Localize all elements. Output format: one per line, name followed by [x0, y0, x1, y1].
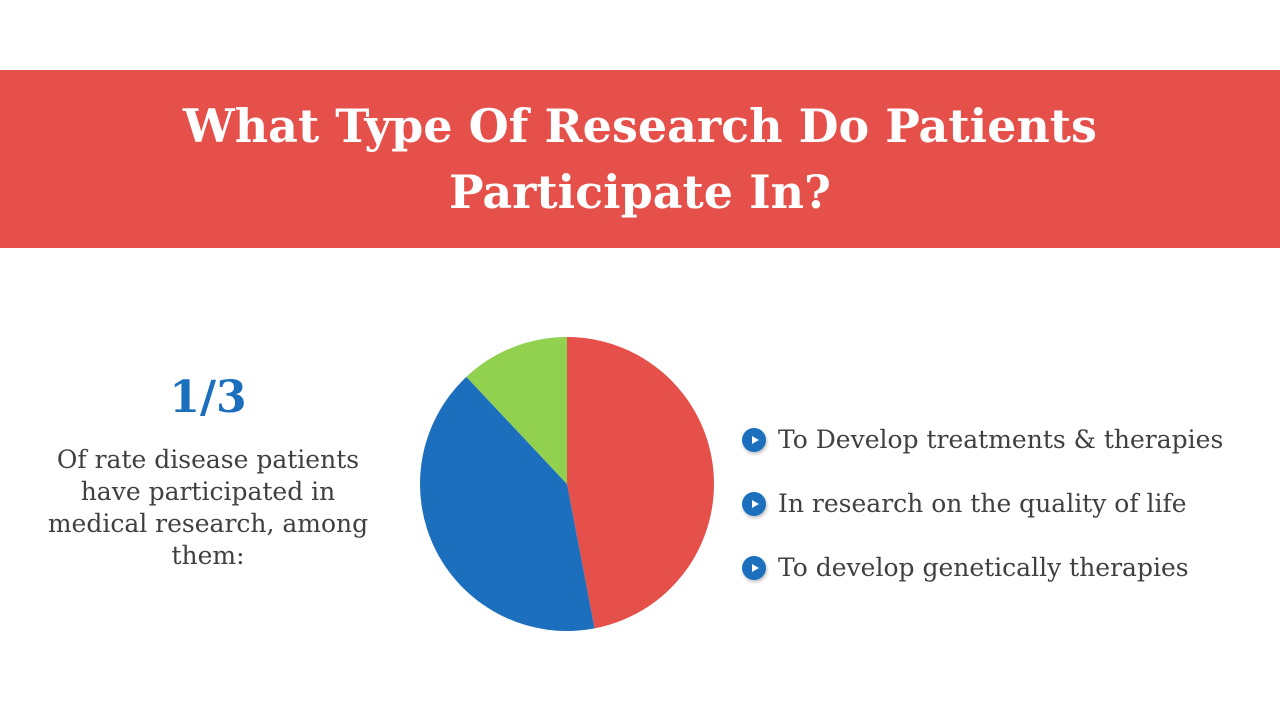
- stat-description: Of rate disease patients have participat…: [47, 445, 369, 570]
- stat-value: 1/3: [169, 372, 247, 423]
- legend-item: To develop genetically therapies: [742, 536, 1223, 600]
- play-bullet-icon: [742, 556, 766, 580]
- play-bullet-icon: [742, 428, 766, 452]
- title-banner: What Type Of Research Do Patients Partic…: [0, 70, 1280, 248]
- play-bullet-icon: [742, 492, 766, 516]
- legend-item: In research on the quality of life: [742, 472, 1223, 536]
- page-title: What Type Of Research Do Patients Partic…: [183, 99, 1097, 219]
- pie-slice-2: [419, 376, 595, 631]
- pie-chart-svg: [419, 337, 714, 631]
- legend-label: To develop genetically therapies: [778, 553, 1189, 582]
- legend-item: To Develop treatments & therapies: [742, 408, 1223, 472]
- pie-slice-1: [567, 337, 714, 629]
- legend-label: To Develop treatments & therapies: [778, 425, 1224, 454]
- pie-slice-3: [466, 337, 567, 484]
- legend-list: To Develop treatments & therapies In res…: [742, 408, 1223, 600]
- legend-label: In research on the quality of life: [778, 489, 1187, 518]
- pie-chart: [418, 335, 716, 633]
